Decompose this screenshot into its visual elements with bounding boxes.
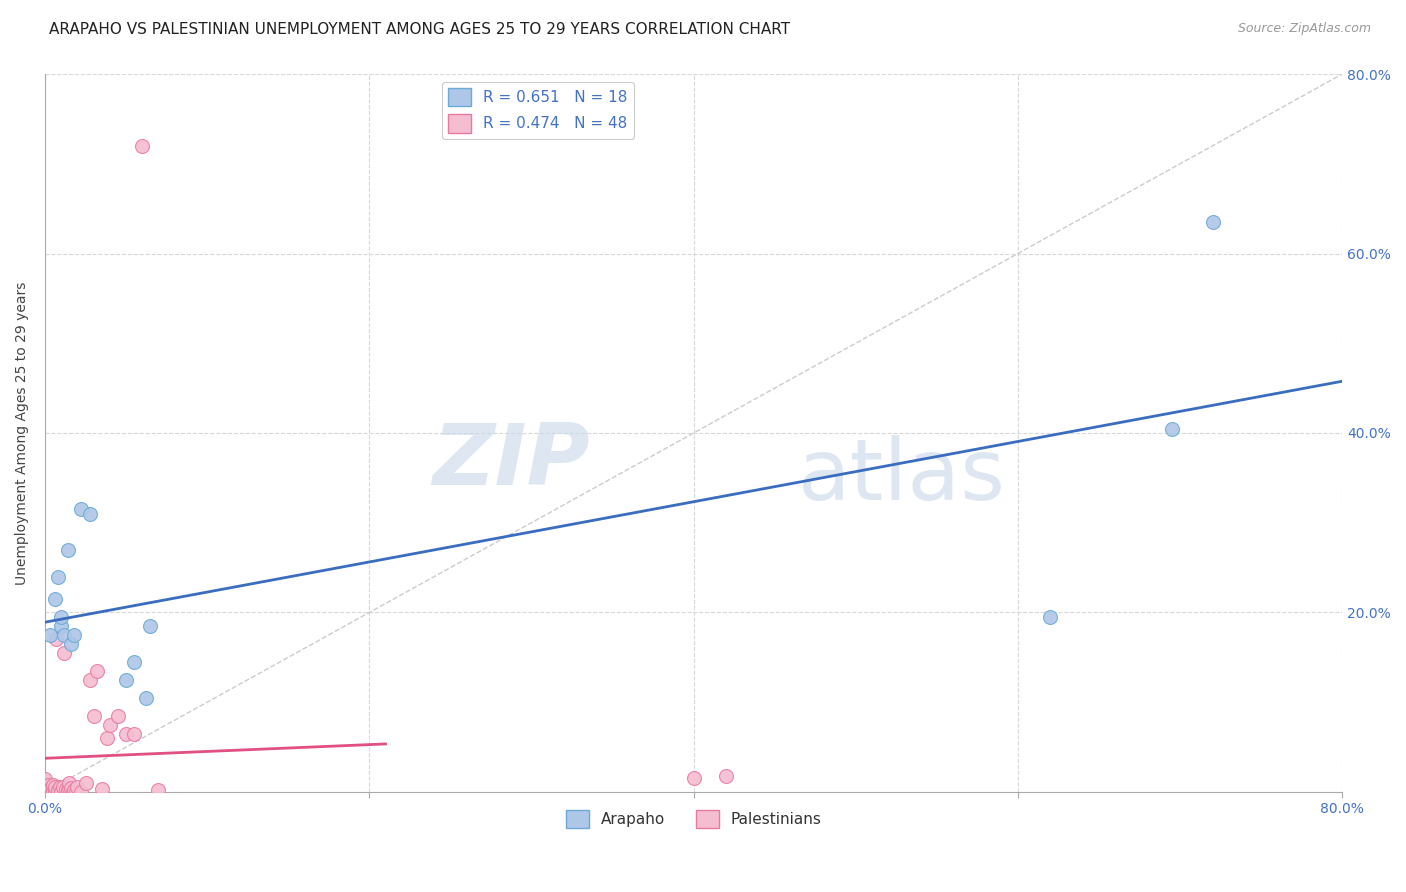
Point bbox=[44, 780, 66, 795]
Point bbox=[48, 780, 70, 795]
Point bbox=[44, 785, 66, 799]
Point bbox=[42, 783, 65, 797]
Point bbox=[37, 778, 59, 792]
Point bbox=[148, 783, 170, 797]
Point bbox=[66, 780, 89, 794]
Point bbox=[107, 708, 129, 723]
Point bbox=[63, 628, 86, 642]
Point bbox=[83, 708, 105, 723]
Point bbox=[35, 785, 58, 799]
Point bbox=[46, 783, 69, 797]
Point bbox=[34, 783, 56, 797]
Legend: Arapaho, Palestinians: Arapaho, Palestinians bbox=[560, 804, 828, 835]
Point bbox=[79, 673, 101, 687]
Point bbox=[53, 646, 76, 660]
Point bbox=[69, 502, 91, 516]
Point bbox=[714, 769, 737, 783]
Point bbox=[34, 785, 56, 799]
Point bbox=[122, 655, 145, 669]
Point bbox=[42, 778, 65, 792]
Point bbox=[75, 776, 97, 790]
Point bbox=[34, 780, 56, 794]
Point bbox=[34, 776, 56, 790]
Point bbox=[34, 781, 56, 796]
Point bbox=[62, 785, 84, 799]
Y-axis label: Unemployment Among Ages 25 to 29 years: Unemployment Among Ages 25 to 29 years bbox=[15, 281, 30, 584]
Point bbox=[52, 780, 75, 795]
Point bbox=[35, 780, 58, 795]
Point bbox=[122, 726, 145, 740]
Point bbox=[46, 569, 69, 583]
Point bbox=[131, 138, 153, 153]
Point bbox=[56, 783, 79, 797]
Point bbox=[86, 664, 108, 678]
Point bbox=[79, 507, 101, 521]
Point bbox=[41, 781, 63, 796]
Point bbox=[53, 628, 76, 642]
Point bbox=[34, 774, 56, 789]
Point bbox=[59, 637, 82, 651]
Point bbox=[34, 778, 56, 792]
Point bbox=[37, 782, 59, 797]
Point bbox=[34, 772, 56, 787]
Point bbox=[96, 731, 118, 745]
Point bbox=[90, 782, 112, 797]
Point bbox=[55, 782, 77, 797]
Point bbox=[51, 785, 73, 799]
Text: ZIP: ZIP bbox=[432, 420, 591, 503]
Point bbox=[58, 776, 80, 790]
Point bbox=[139, 619, 162, 633]
Point bbox=[38, 785, 60, 799]
Point bbox=[44, 592, 66, 607]
Point bbox=[1161, 421, 1184, 435]
Point bbox=[115, 726, 138, 740]
Point bbox=[63, 783, 86, 797]
Point bbox=[51, 619, 73, 633]
Point bbox=[69, 785, 91, 799]
Text: Source: ZipAtlas.com: Source: ZipAtlas.com bbox=[1237, 22, 1371, 36]
Point bbox=[682, 772, 704, 786]
Point bbox=[58, 781, 80, 796]
Point bbox=[65, 785, 87, 799]
Point bbox=[115, 673, 138, 687]
Point bbox=[51, 610, 73, 624]
Point bbox=[134, 690, 156, 705]
Point bbox=[1201, 215, 1223, 229]
Point bbox=[38, 628, 60, 642]
Point bbox=[59, 781, 82, 796]
Point bbox=[98, 717, 121, 731]
Point bbox=[1039, 610, 1062, 624]
Text: atlas: atlas bbox=[797, 434, 1005, 517]
Text: ARAPAHO VS PALESTINIAN UNEMPLOYMENT AMONG AGES 25 TO 29 YEARS CORRELATION CHART: ARAPAHO VS PALESTINIAN UNEMPLOYMENT AMON… bbox=[49, 22, 790, 37]
Point bbox=[56, 542, 79, 557]
Point bbox=[45, 632, 67, 647]
